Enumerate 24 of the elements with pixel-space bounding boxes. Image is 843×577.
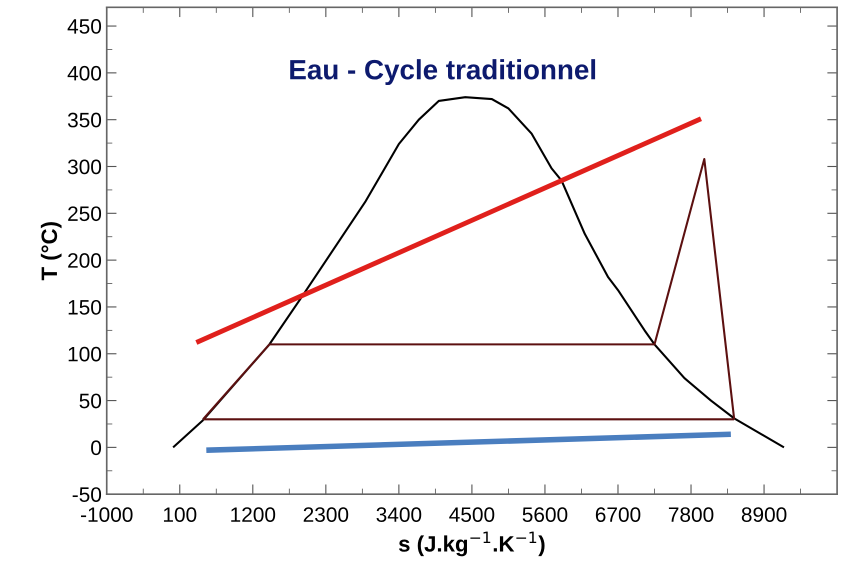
x-tick-label: 4500 bbox=[449, 507, 494, 522]
y-tick-label: 300 bbox=[68, 160, 102, 174]
y-tick-label: 250 bbox=[68, 206, 102, 222]
y-axis-title: T (°C) bbox=[40, 222, 62, 280]
x-tick-label: 8900 bbox=[742, 507, 786, 522]
text: Eau - Cycle traditionnel bbox=[290, 59, 596, 86]
y-tick-label: 350 bbox=[68, 112, 102, 128]
y-tick-label: 450 bbox=[68, 19, 102, 34]
y-tick-label: 200 bbox=[68, 253, 102, 268]
y-tick-label: 50 bbox=[80, 394, 102, 408]
x-tick-label: 100 bbox=[164, 507, 196, 522]
y-tick-label: 400 bbox=[68, 66, 102, 81]
x-tick-label: 6700 bbox=[596, 507, 640, 522]
y-tick-label: -50 bbox=[72, 487, 102, 502]
x-tick-label: 5600 bbox=[522, 507, 568, 522]
x-tick-label: 3400 bbox=[376, 507, 422, 522]
x-axis-title: s (J.kg$^{−1}$.K$^{−1}$) bbox=[398, 532, 545, 556]
x-tick-label: 1200 bbox=[231, 507, 276, 522]
y-tick-label: 100 bbox=[68, 346, 102, 362]
y-tick-label: 150 bbox=[68, 300, 102, 315]
y-tick-label: 0 bbox=[91, 440, 102, 456]
x-tick-label: -1000 bbox=[81, 507, 133, 522]
x-tick-label: 2300 bbox=[304, 507, 348, 522]
x-tick-label: 7800 bbox=[668, 507, 714, 522]
